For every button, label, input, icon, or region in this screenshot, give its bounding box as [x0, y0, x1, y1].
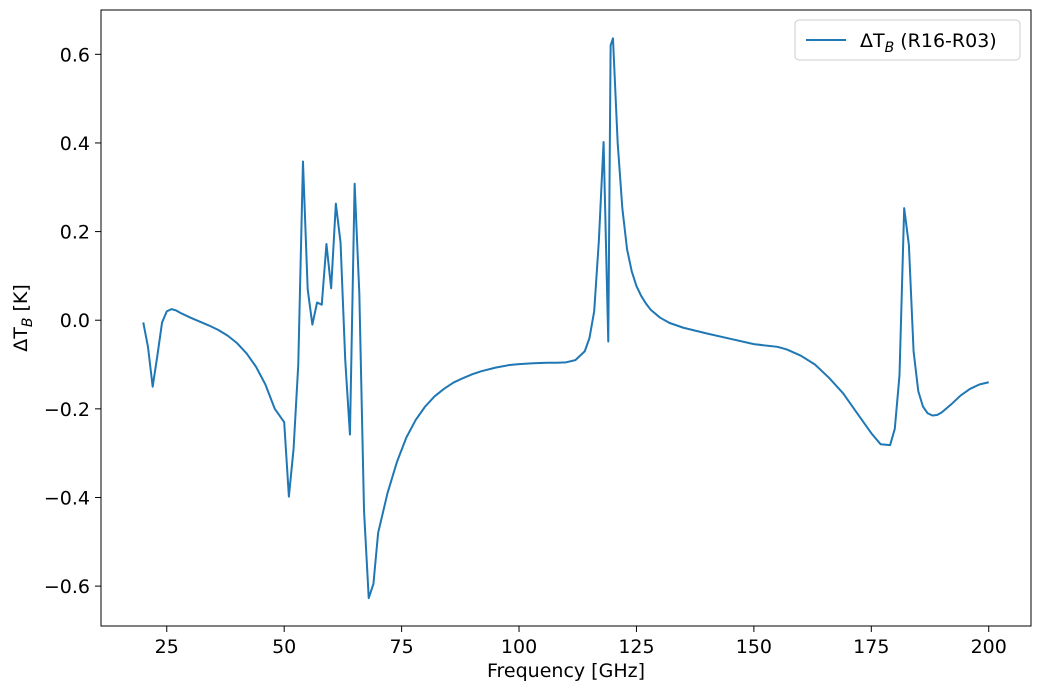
x-tick-label: 50: [272, 636, 296, 658]
x-tick-label: 75: [390, 636, 414, 658]
y-tick-label: 0.0: [60, 310, 90, 332]
y-tick-label: 0.4: [60, 133, 90, 155]
y-tick-label: 0.2: [60, 222, 90, 244]
y-axis-label: ΔTB [K]: [10, 284, 36, 352]
x-tick-label: 200: [971, 636, 1007, 658]
y-tick-label: 0.6: [60, 44, 90, 66]
plot-background: [101, 10, 1031, 626]
plot-frame: [100, 9, 1032, 627]
x-tick-label: 100: [501, 636, 537, 658]
y-axis-ticks: −0.6 −0.4 −0.2 0.0 0.2 0.4 0.6: [44, 44, 101, 598]
legend-box: [794, 19, 1021, 61]
y-tick-label: −0.4: [44, 487, 90, 509]
series-line: [142, 37, 989, 600]
x-tick-label: 25: [155, 636, 179, 658]
x-tick-label: 125: [618, 636, 654, 658]
x-axis-ticks: 25 50 75 100 125 150 175 200: [155, 626, 1007, 658]
legend-label: ΔTB (R16-R03): [860, 30, 997, 56]
x-axis-label: Frequency [GHz]: [487, 660, 645, 682]
y-tick-label: −0.2: [44, 399, 90, 421]
legend: ΔTB (R16-R03): [794, 19, 1021, 61]
y-tick-label: −0.6: [44, 576, 90, 598]
x-tick-label: 150: [736, 636, 772, 658]
x-tick-label: 175: [853, 636, 889, 658]
